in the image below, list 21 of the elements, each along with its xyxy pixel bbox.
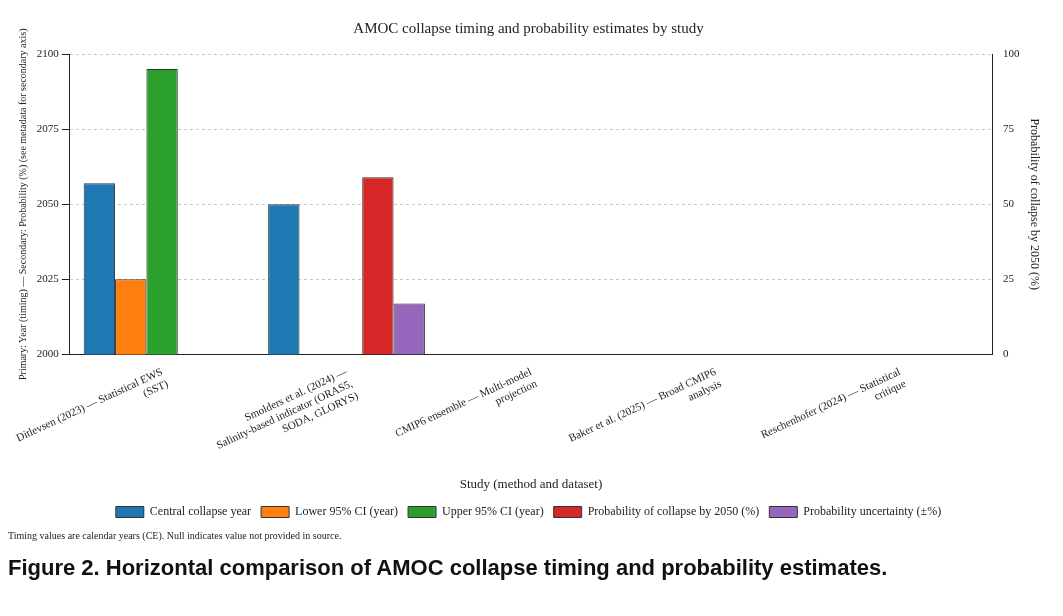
- legend-label: Probability of collapse by 2050 (%): [587, 504, 760, 519]
- legend-label: Upper 95% CI (year): [442, 504, 544, 519]
- y2-tick-label: 0: [1003, 347, 1010, 360]
- y2-tick-label: 75: [1003, 122, 1015, 135]
- y-tick-label: 2025: [36, 272, 60, 285]
- y2-axis-title: Probability of collapse by 2050 (%): [1027, 118, 1042, 291]
- text: Timing values are calendar years (CE). Null indicates value not provided in source.: [8, 530, 343, 541]
- caption: Figure 2. Horizontal comparison of AMOC collapse timing and probability estimates.: [8, 555, 889, 581]
- chart-title: AMOC collapse timing and probability estimates by study: [353, 19, 705, 36]
- y2-tick-label: 50: [1003, 197, 1015, 210]
- y2-tick-label: 100: [1003, 46, 1021, 59]
- y-tick-label: 2000: [36, 347, 60, 360]
- legend-label: Lower 95% CI (year): [295, 504, 399, 519]
- legend-label: Central collapse year: [149, 504, 252, 519]
- y-axis-title: Primary: Year (timing) — Secondary: Probability (%) (see metadata for secondary axis): [17, 28, 30, 381]
- x-axis-title: Study (method and dataset): [459, 475, 603, 491]
- y2-tick-label: 25: [1003, 272, 1015, 285]
- legend-label: Probability uncertainty (±%): [803, 504, 942, 519]
- y-tick-label: 2100: [36, 46, 60, 59]
- y-tick-label: 2050: [36, 197, 60, 210]
- y-tick-label: 2075: [36, 122, 60, 135]
